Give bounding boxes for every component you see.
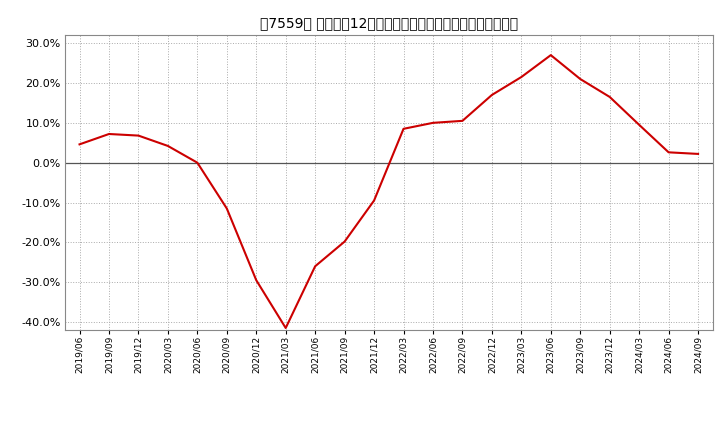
Title: ［7559］ 売上高の12か月移動合計の対前年同期増減率の推移: ［7559］ 売上高の12か月移動合計の対前年同期増減率の推移 (260, 16, 518, 30)
